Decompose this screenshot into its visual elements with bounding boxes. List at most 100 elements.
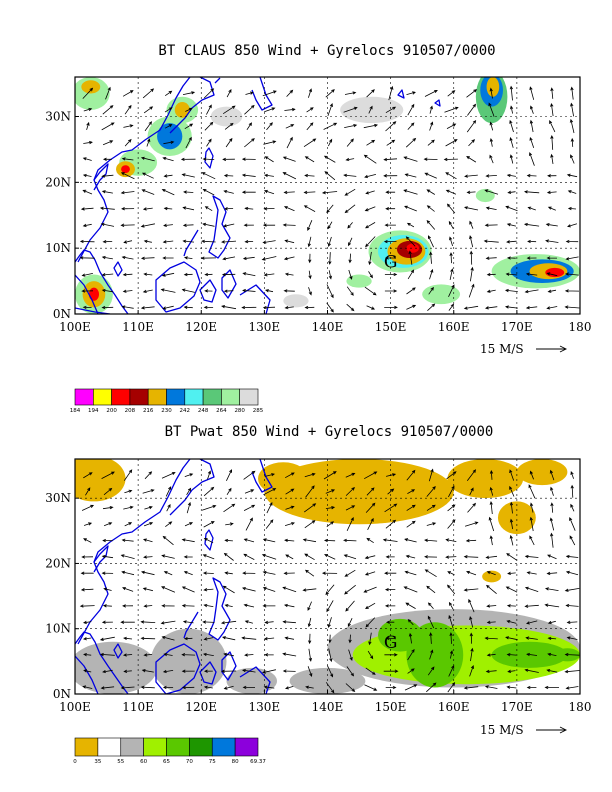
wind-vector — [345, 157, 355, 162]
wind-vector — [123, 469, 133, 481]
wind-vector — [424, 555, 438, 559]
wind-vector — [243, 603, 255, 608]
wind-vector — [444, 106, 459, 113]
shaded-patch — [157, 123, 183, 150]
shaded-patch — [516, 459, 568, 486]
wind-vector — [101, 471, 115, 479]
wind-vector — [364, 571, 376, 576]
wind-vector — [140, 256, 155, 260]
wind-vector — [124, 138, 132, 147]
wind-vector — [223, 190, 234, 194]
wind-vector — [368, 105, 373, 114]
colorbar-swatch — [202, 388, 222, 406]
wind-vector — [408, 250, 413, 265]
wind-vector — [465, 539, 477, 543]
wind-vector — [566, 620, 578, 624]
wind-vector — [345, 486, 355, 496]
wind-vector — [466, 156, 477, 163]
wind-vector — [302, 538, 317, 543]
colorbar-label: 80 — [232, 759, 239, 765]
wind-vector — [348, 269, 353, 280]
wind-vector — [549, 120, 556, 133]
wind-vector — [523, 222, 540, 227]
x-tick-label: 110E — [122, 700, 154, 714]
colorbar-swatch — [189, 737, 213, 757]
wind-vector — [202, 571, 214, 575]
wind-vector — [101, 122, 115, 131]
wind-vector — [143, 239, 152, 244]
wind-vector — [184, 473, 194, 477]
wind-vector — [241, 305, 257, 310]
wind-vector — [566, 173, 578, 178]
wind-vector — [550, 134, 554, 150]
wind-vector — [223, 652, 234, 657]
wind-vector — [161, 586, 176, 593]
wind-vector — [282, 586, 297, 593]
wind-vector — [343, 538, 357, 543]
wind-vector — [366, 305, 376, 310]
wind-vector — [183, 571, 193, 576]
colorbar-label: 65 — [163, 759, 170, 765]
wind-vector — [486, 653, 496, 657]
shaded-patch — [75, 459, 126, 502]
wind-vector — [405, 236, 416, 247]
colorbar-label: 55 — [117, 759, 124, 765]
wind-vector — [123, 505, 134, 510]
wind-vector — [101, 571, 114, 575]
wind-vector — [486, 620, 496, 624]
wind-vector — [549, 517, 555, 531]
colorbar-label: 242 — [180, 408, 191, 414]
wind-vector — [200, 256, 217, 260]
wind-vector — [547, 620, 556, 625]
wind-vector — [344, 188, 356, 196]
wind-vector — [364, 286, 377, 296]
x-tick-label: 120E — [185, 700, 217, 714]
wind-vector — [141, 172, 154, 179]
wind-vector — [426, 504, 436, 511]
wind-vector — [182, 239, 195, 243]
wind-vector — [506, 256, 516, 260]
wind-vector — [368, 251, 372, 266]
wind-vector — [182, 206, 195, 211]
wind-vector — [463, 555, 479, 559]
wind-vector — [241, 668, 256, 673]
shaded-patch — [88, 287, 99, 301]
wind-vector — [103, 587, 112, 591]
wind-vector — [424, 569, 437, 578]
wind-vector — [429, 251, 433, 264]
wind-vector — [282, 156, 296, 162]
wind-vector — [466, 570, 477, 576]
wind-vector — [429, 121, 434, 131]
wind-vector — [262, 240, 276, 244]
wind-vector — [262, 305, 276, 310]
axis-ticks: 100E 110E 120E 130E 140E 150E 160E 170E 180 0N 10N… — [45, 110, 591, 335]
wind-vector — [141, 189, 155, 195]
x-tick-label: 130E — [249, 700, 281, 714]
wind-vector — [348, 237, 353, 247]
wind-vector — [101, 305, 114, 310]
wind-vector — [383, 157, 398, 162]
wind-vector — [140, 636, 156, 641]
wind-vector — [264, 620, 274, 625]
wind-vector — [565, 570, 579, 576]
wind-vector — [509, 485, 515, 497]
wind-vector — [101, 273, 114, 277]
wind-vector — [161, 189, 175, 196]
shaded-patch — [346, 274, 372, 288]
colorbar-label: 200 — [106, 408, 117, 414]
wind-vector — [426, 486, 436, 497]
wind-vector — [550, 153, 554, 164]
wind-vector — [426, 682, 437, 693]
wind-vector — [81, 273, 93, 277]
wind-vector — [83, 107, 93, 112]
wind-vector — [81, 504, 95, 511]
wind-vector — [140, 156, 155, 162]
shaded-patch — [378, 618, 423, 652]
wind-vector — [221, 272, 236, 277]
wind-vector — [524, 604, 539, 608]
wind-vector — [161, 472, 176, 479]
colorbar-label: 194 — [88, 408, 99, 414]
wind-vector — [222, 256, 236, 261]
wind-vector — [80, 571, 94, 575]
wind-vector — [283, 256, 295, 261]
